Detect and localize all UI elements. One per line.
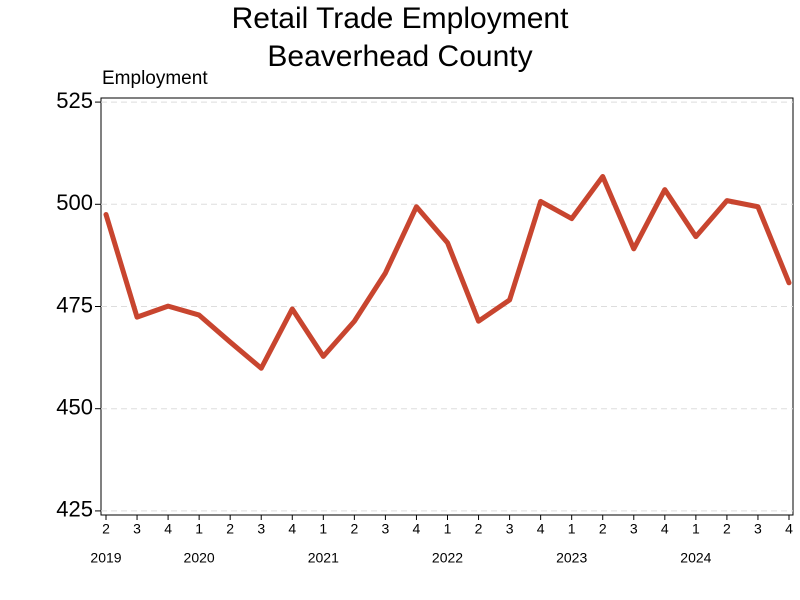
x-tick-label: 3 (754, 521, 762, 537)
y-tick-label: 475 (56, 292, 93, 317)
x-tick-label: 2 (102, 521, 110, 537)
line (103, 173, 792, 371)
x-tick-label: 2 (475, 521, 483, 537)
x-tick-label: 4 (537, 521, 545, 537)
y-tick-label: 500 (56, 190, 93, 215)
year-label: 2023 (556, 550, 587, 566)
x-tick-label: 1 (195, 521, 203, 537)
year-label: 2022 (432, 550, 463, 566)
x-tick-label: 4 (164, 521, 172, 537)
x-tick-label: 3 (133, 521, 141, 537)
y-tick-label: 450 (56, 395, 93, 420)
y-tick-label: 525 (56, 88, 93, 113)
x-tick-label: 2 (350, 521, 358, 537)
x-tick-label: 3 (506, 521, 514, 537)
chart-title: Retail Trade Employment (232, 2, 569, 35)
x-tick-label: 3 (382, 521, 390, 537)
x-tick-label: 2 (226, 521, 234, 537)
y-axis-label: Employment (102, 68, 208, 89)
x-tick-label: 1 (692, 521, 700, 537)
year-label: 2020 (184, 550, 215, 566)
x-tick-label: 1 (568, 521, 576, 537)
year-label: 2021 (308, 550, 339, 566)
x-tick-label: 3 (630, 521, 638, 537)
x-tick-label: 4 (288, 521, 296, 537)
y-tick-label: 425 (56, 497, 93, 522)
x-tick-label: 1 (444, 521, 452, 537)
x-tick-label: 2 (599, 521, 607, 537)
x-tick-label: 1 (319, 521, 327, 537)
year-label: 2024 (680, 550, 711, 566)
x-tick-label: 4 (661, 521, 669, 537)
x-tick-label: 4 (413, 521, 421, 537)
x-tick-label: 4 (785, 521, 793, 537)
year-label: 2019 (90, 550, 121, 566)
x-tick-label: 2 (723, 521, 731, 537)
chart-subtitle: Beaverhead County (267, 40, 532, 73)
x-tick-label: 3 (257, 521, 265, 537)
